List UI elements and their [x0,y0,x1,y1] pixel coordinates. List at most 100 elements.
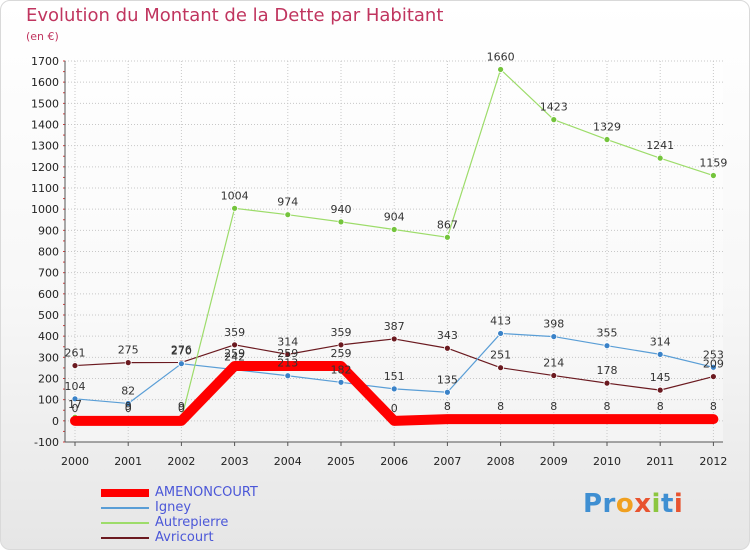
data-label-autrepierre: 1159 [699,157,727,170]
data-point-avricourt [710,373,717,380]
x-tick-label: 2003 [221,455,249,468]
data-label-autrepierre: 940 [331,203,352,216]
y-tick-label: 900 [38,224,59,237]
x-tick-label: 2009 [540,455,568,468]
legend-label-avricourt: Avricourt [155,530,214,545]
data-label-amenoncourt: 0 [178,402,185,415]
data-label-amenoncourt: 8 [444,400,451,413]
y-tick-label: 1600 [31,76,59,89]
data-point-igney [337,378,345,386]
data-point-autrepierre [603,136,611,143]
data-point-amenoncourt [656,415,665,424]
axes: -100010020030040050060070080090010001100… [31,55,727,468]
data-point-autrepierre [390,226,398,233]
y-tick-label: 800 [38,246,59,259]
data-label-autrepierre: 867 [437,218,458,231]
data-label-autrepierre: 974 [277,196,298,209]
y-tick-label: 1100 [31,182,59,195]
chart-subtitle: (en €) [26,30,59,43]
data-label-avricourt: 343 [437,329,458,342]
data-point-autrepierre [231,204,239,212]
data-point-avricourt [550,372,558,379]
data-label-igney: 135 [437,373,458,386]
legend-swatch-igney [101,506,149,509]
legend-item-amenoncourt: AMENONCOURT [101,485,258,500]
data-point-igney [710,363,717,371]
data-label-igney: 104 [65,380,86,393]
data-point-amenoncourt [71,416,79,425]
data-label-avricourt: 261 [65,347,86,360]
y-tick-label: 200 [38,373,59,386]
data-point-igney [550,333,558,340]
legend-swatch-avricourt [101,536,149,539]
data-label-amenoncourt: 8 [550,400,557,413]
y-tick-label: 1400 [31,119,59,132]
legend-swatch-autrepierre [101,521,149,524]
y-tick-label: 1700 [31,55,59,68]
data-label-amenoncourt: 8 [657,400,664,413]
x-tick-label: 2010 [593,455,621,468]
data-point-autrepierre [497,66,505,73]
data-label-autrepierre: 1004 [221,189,249,202]
series-layer [70,66,719,426]
data-label-autrepierre: 1423 [540,101,568,114]
y-tick-label: -100 [34,436,59,449]
x-tick-label: 2012 [699,455,727,468]
data-point-avricourt [443,344,451,352]
data-point-igney [284,372,292,380]
y-tick-label: 100 [38,394,59,407]
chart-title: Evolution du Montant de la Dette par Hab… [26,5,444,26]
legend: AMENONCOURT Igney Autrepierre Avricourt [101,485,258,545]
data-point-amenoncourt [496,415,505,424]
data-label-autrepierre: 904 [384,210,405,223]
grid [65,60,723,443]
data-point-avricourt [603,379,611,387]
data-point-amenoncourt [283,362,292,371]
data-point-avricourt [284,350,292,358]
data-label-avricourt: 276 [171,343,192,356]
data-label-amenoncourt: 0 [391,402,398,415]
y-tick-label: 400 [38,330,59,343]
legend-item-avricourt: Avricourt [101,530,258,545]
data-label-amenoncourt: 259 [224,347,245,360]
data-point-igney [177,360,185,368]
x-tick-label: 2000 [61,455,89,468]
legend-item-igney: Igney [101,500,258,515]
data-label-igney: 355 [597,327,618,340]
x-tick-label: 2011 [646,455,674,468]
data-label-avricourt: 359 [331,326,352,339]
data-point-autrepierre [550,116,558,124]
data-label-avricourt: 387 [384,320,405,333]
data-label-autrepierre: 17 [68,398,82,411]
data-label-igney: 253 [703,348,724,361]
y-tick-label: 700 [38,267,59,280]
y-tick-label: 500 [38,309,59,322]
x-tick-label: 2005 [327,455,355,468]
data-point-amenoncourt [603,415,611,424]
data-label-avricourt: 145 [650,371,671,384]
data-label-amenoncourt: 8 [497,400,504,413]
data-label-igney: 413 [490,314,511,327]
data-point-igney [124,400,132,407]
data-point-amenoncourt [177,416,186,425]
data-label-avricourt: 214 [543,357,564,370]
data-label-igney: 398 [543,318,564,331]
data-label-igney: 182 [331,363,352,376]
data-point-avricourt [497,364,505,372]
proxiti-logo: Proxiti [583,489,684,519]
data-point-avricourt [337,341,345,349]
data-point-igney [497,330,505,337]
data-label-amenoncourt: 8 [604,400,611,413]
y-tick-label: 1200 [31,161,59,174]
data-label-amenoncourt: 259 [331,347,352,360]
data-point-amenoncourt [230,362,239,371]
y-tick-label: 1300 [31,140,59,153]
data-label-autrepierre: 1329 [593,121,621,134]
data-label-amenoncourt: 259 [277,347,298,360]
y-tick-label: 0 [52,415,59,428]
data-point-avricourt [231,341,239,349]
data-point-amenoncourt [390,416,399,425]
data-point-amenoncourt [124,416,133,425]
